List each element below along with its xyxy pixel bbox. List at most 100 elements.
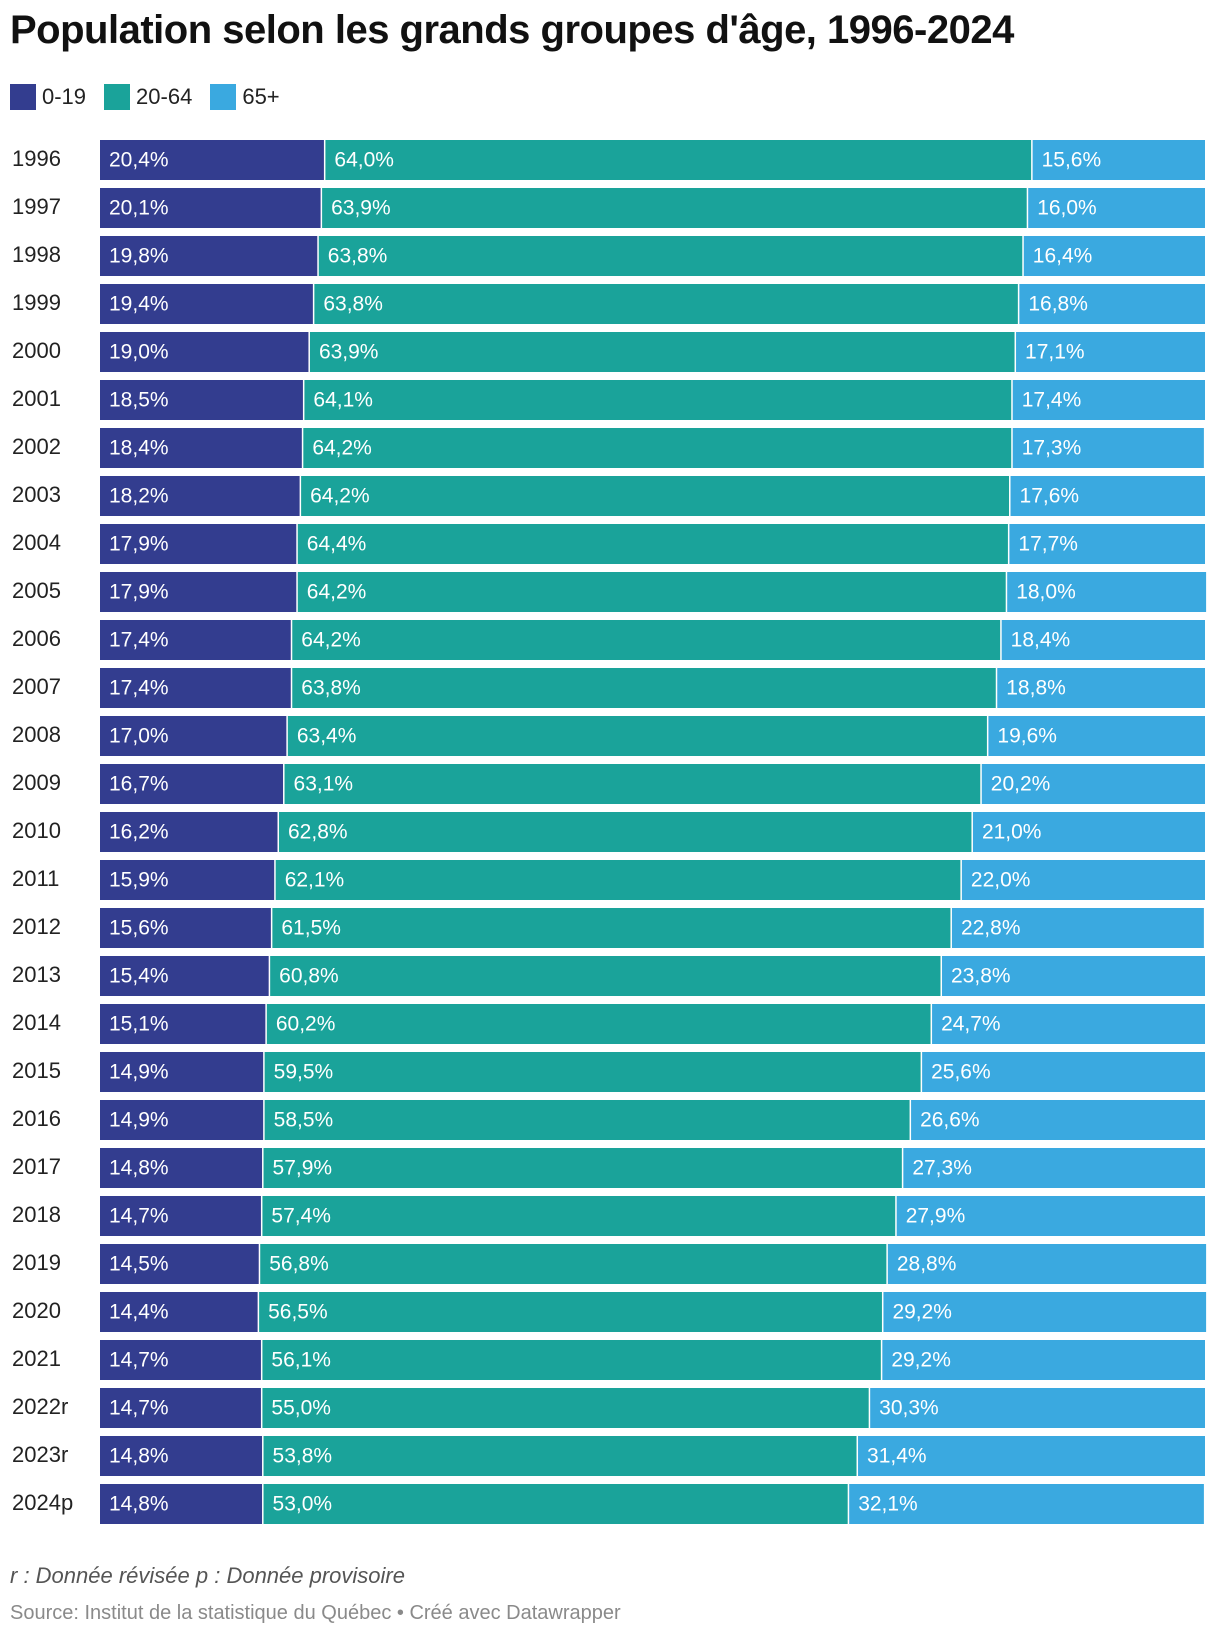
data-label-20-64-2015: 59,5% bbox=[274, 1061, 334, 1084]
data-label-20-64-2012: 61,5% bbox=[281, 917, 341, 940]
data-label-0-19-2005: 17,9% bbox=[109, 581, 169, 604]
bar-segment-20-64-2014 bbox=[266, 1004, 931, 1044]
bar-segment-65-plus-2010 bbox=[972, 812, 1205, 852]
data-label-20-64-2024p: 53,0% bbox=[273, 1493, 333, 1516]
data-label-65-plus-2021: 29,2% bbox=[891, 1349, 951, 1372]
legend-item-65-plus: 65+ bbox=[210, 84, 280, 110]
bar-segment-20-64-1997 bbox=[322, 188, 1027, 228]
legend-label-0-19: 0-19 bbox=[42, 84, 87, 109]
legend-label-65-plus: 65+ bbox=[242, 84, 280, 109]
data-label-65-plus-2004: 17,7% bbox=[1018, 533, 1078, 556]
category-label-2019: 2019 bbox=[12, 1250, 61, 1275]
data-label-0-19-2015: 14,9% bbox=[109, 1061, 169, 1084]
data-label-65-plus-2015: 25,6% bbox=[931, 1061, 991, 1084]
bar-segment-65-plus-2003 bbox=[1010, 476, 1205, 516]
bar-segment-65-plus-2020 bbox=[883, 1292, 1207, 1332]
data-label-0-19-2003: 18,2% bbox=[109, 485, 169, 508]
bar-segment-20-64-2000 bbox=[309, 332, 1015, 372]
data-label-0-19-2012: 15,6% bbox=[109, 917, 169, 940]
data-label-65-plus-2024p: 32,1% bbox=[858, 1493, 918, 1516]
data-label-65-plus-2010: 21,0% bbox=[982, 821, 1042, 844]
source-credit: Source: Institut de la statistique du Qu… bbox=[10, 1602, 621, 1624]
bar-segment-20-64-1996 bbox=[325, 140, 1032, 180]
category-label-2020: 2020 bbox=[12, 1298, 61, 1323]
bar-segment-65-plus-1996 bbox=[1032, 140, 1205, 180]
data-label-0-19-2020: 14,4% bbox=[109, 1301, 169, 1324]
category-label-1996: 1996 bbox=[12, 146, 61, 171]
bar-segment-65-plus-2000 bbox=[1016, 332, 1205, 372]
category-label-2010: 2010 bbox=[12, 818, 61, 843]
bar-segment-65-plus-2022r bbox=[870, 1388, 1205, 1428]
footnote: r : Donnée révisée p : Donnée provisoire bbox=[10, 1563, 405, 1588]
bar-segment-65-plus-2002 bbox=[1012, 428, 1204, 468]
bar-segment-20-64-2009 bbox=[284, 764, 981, 804]
bar-segment-20-64-2006 bbox=[292, 620, 1001, 660]
data-label-0-19-2008: 17,0% bbox=[109, 725, 169, 748]
data-label-0-19-2006: 17,4% bbox=[109, 629, 169, 652]
data-label-65-plus-2023r: 31,4% bbox=[867, 1445, 927, 1468]
data-label-65-plus-2022r: 30,3% bbox=[879, 1397, 939, 1420]
data-label-20-64-1998: 63,8% bbox=[328, 245, 388, 268]
data-label-20-64-2017: 57,9% bbox=[273, 1157, 333, 1180]
data-label-65-plus-2014: 24,7% bbox=[941, 1013, 1001, 1036]
bar-segment-0-19-2019 bbox=[100, 1244, 259, 1284]
category-label-2023r: 2023r bbox=[12, 1442, 68, 1467]
data-label-0-19-2000: 19,0% bbox=[109, 341, 169, 364]
data-label-20-64-1997: 63,9% bbox=[331, 197, 391, 220]
chart-title: Population selon les grands groupes d'âg… bbox=[10, 8, 1014, 52]
category-label-2005: 2005 bbox=[12, 578, 61, 603]
bar-segment-65-plus-2005 bbox=[1007, 572, 1207, 612]
data-label-20-64-2001: 64,1% bbox=[313, 389, 373, 412]
bar-segment-65-plus-2008 bbox=[988, 716, 1205, 756]
legend-item-20-64: 20-64 bbox=[104, 84, 192, 110]
data-label-65-plus-2006: 18,4% bbox=[1011, 629, 1071, 652]
bar-segment-65-plus-2023r bbox=[858, 1436, 1205, 1476]
bar-segment-0-19-2024p bbox=[100, 1484, 263, 1524]
bar-segment-65-plus-2015 bbox=[922, 1052, 1205, 1092]
data-label-20-64-2005: 64,2% bbox=[307, 581, 367, 604]
data-label-0-19-2009: 16,7% bbox=[109, 773, 169, 796]
bar-segment-20-64-2015 bbox=[264, 1052, 921, 1092]
bar-segment-0-19-2013 bbox=[100, 956, 269, 996]
data-label-65-plus-2013: 23,8% bbox=[951, 965, 1011, 988]
bar-segment-65-plus-2024p bbox=[849, 1484, 1204, 1524]
data-label-65-plus-2019: 28,8% bbox=[897, 1253, 957, 1276]
bar-segment-65-plus-1999 bbox=[1019, 284, 1205, 324]
data-label-65-plus-1997: 16,0% bbox=[1037, 197, 1097, 220]
category-label-2018: 2018 bbox=[12, 1202, 61, 1227]
category-label-2015: 2015 bbox=[12, 1058, 61, 1083]
data-label-20-64-2008: 63,4% bbox=[297, 725, 357, 748]
data-label-0-19-2021: 14,7% bbox=[109, 1349, 169, 1372]
category-label-2009: 2009 bbox=[12, 770, 61, 795]
category-label-2004: 2004 bbox=[12, 530, 61, 555]
data-label-65-plus-2018: 27,9% bbox=[906, 1205, 966, 1228]
stacked-bar-chart: 1996 20,4% 64,0% 15,6% 1997 20,1% 63,9% 16,0% 19… bbox=[12, 140, 1207, 1524]
data-label-65-plus-2003: 17,6% bbox=[1020, 485, 1080, 508]
bar-segment-20-64-2008 bbox=[287, 716, 987, 756]
bar-segment-20-64-2003 bbox=[301, 476, 1010, 516]
legend-swatch-0-19 bbox=[10, 84, 36, 110]
data-label-20-64-1996: 64,0% bbox=[334, 149, 394, 172]
data-label-20-64-2002: 64,2% bbox=[312, 437, 372, 460]
legend-item-0-19: 0-19 bbox=[10, 84, 86, 110]
bar-segment-20-64-2010 bbox=[279, 812, 972, 852]
data-label-0-19-2004: 17,9% bbox=[109, 533, 169, 556]
legend-label-20-64: 20-64 bbox=[136, 84, 193, 109]
bar-segment-20-64-2021 bbox=[262, 1340, 881, 1380]
data-label-0-19-2011: 15,9% bbox=[109, 869, 169, 892]
category-label-2014: 2014 bbox=[12, 1010, 61, 1035]
category-label-2008: 2008 bbox=[12, 722, 61, 747]
data-label-0-19-2019: 14,5% bbox=[109, 1253, 169, 1276]
category-label-2024p: 2024p bbox=[12, 1490, 73, 1515]
bar-segment-0-19-2001 bbox=[100, 380, 303, 420]
bar-segment-0-19-2007 bbox=[100, 668, 291, 708]
bar-segment-65-plus-2013 bbox=[942, 956, 1205, 996]
bar-segment-65-plus-2004 bbox=[1009, 524, 1205, 564]
bar-segment-20-64-1999 bbox=[314, 284, 1018, 324]
category-label-1998: 1998 bbox=[12, 242, 61, 267]
data-label-65-plus-2020: 29,2% bbox=[892, 1301, 952, 1324]
data-label-0-19-2013: 15,4% bbox=[109, 965, 169, 988]
bar-segment-20-64-2017 bbox=[263, 1148, 902, 1188]
category-label-2013: 2013 bbox=[12, 962, 61, 987]
data-label-20-64-2018: 57,4% bbox=[271, 1205, 331, 1228]
